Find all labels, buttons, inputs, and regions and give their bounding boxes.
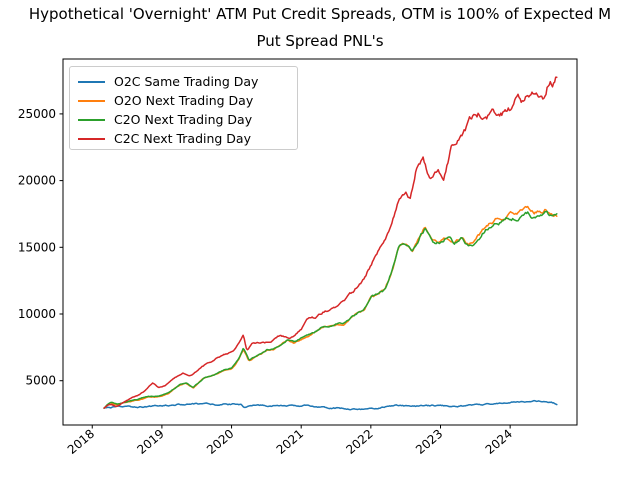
chart-title-line1: Hypothetical 'Overnight' ATM Put Credit … bbox=[28, 5, 612, 23]
legend-label: C2C Next Trading Day bbox=[114, 131, 251, 146]
legend-line-swatch-orange bbox=[78, 99, 105, 102]
legend-line-swatch-red bbox=[78, 137, 105, 140]
series-line-2 bbox=[103, 205, 558, 409]
y-tick-label: 5000 bbox=[25, 374, 56, 388]
legend-item-o2c-same-day: O2C Same Trading Day bbox=[78, 72, 289, 91]
series-line-4 bbox=[103, 76, 558, 409]
legend: O2C Same Trading Day O2O Next Trading Da… bbox=[69, 66, 298, 150]
x-tick-label: 2019 bbox=[134, 427, 166, 457]
y-tick-label: 10000 bbox=[18, 307, 56, 321]
x-tick-label: 2022 bbox=[343, 427, 375, 457]
x-tick-label: 2018 bbox=[65, 427, 97, 457]
x-tick-label: 2021 bbox=[274, 427, 306, 457]
legend-line-swatch-blue bbox=[78, 80, 105, 83]
axes-frame bbox=[62, 58, 578, 426]
x-tick-label: 2023 bbox=[413, 427, 445, 457]
y-tick-label: 25000 bbox=[18, 107, 56, 121]
legend-item-c2c-next-day: C2C Next Trading Day bbox=[78, 129, 289, 148]
legend-label: O2C Same Trading Day bbox=[114, 74, 259, 89]
series-line-3 bbox=[103, 210, 558, 409]
legend-label: C2O Next Trading Day bbox=[114, 112, 253, 127]
legend-line-swatch-green bbox=[78, 118, 105, 121]
y-tick-label: 15000 bbox=[18, 240, 56, 254]
legend-label: O2O Next Trading Day bbox=[114, 93, 254, 108]
x-tick-label: 2024 bbox=[483, 427, 515, 457]
y-tick-label: 20000 bbox=[18, 174, 56, 188]
chart-title-line2: Put Spread PNL's bbox=[256, 32, 384, 50]
series-line-1 bbox=[103, 399, 558, 411]
legend-item-o2o-next-day: O2O Next Trading Day bbox=[78, 91, 289, 110]
x-tick-label: 2020 bbox=[204, 427, 236, 457]
legend-item-c2o-next-day: C2O Next Trading Day bbox=[78, 110, 289, 129]
